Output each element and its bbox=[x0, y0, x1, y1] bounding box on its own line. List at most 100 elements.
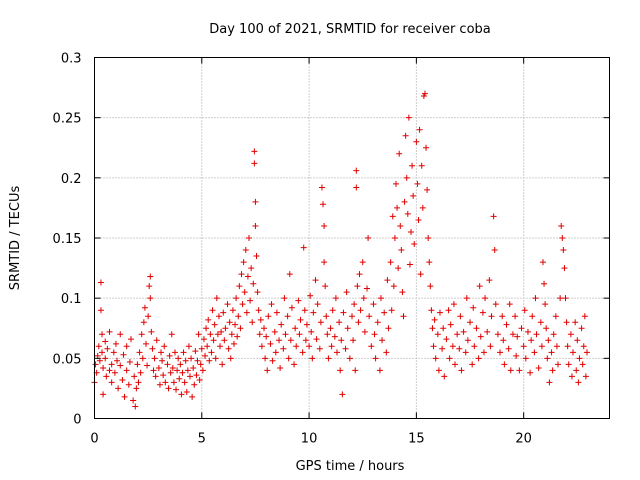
data-point bbox=[103, 373, 110, 380]
data-point bbox=[352, 367, 359, 374]
data-point bbox=[155, 364, 162, 371]
data-point bbox=[143, 340, 149, 347]
data-point bbox=[295, 297, 302, 304]
data-point bbox=[397, 222, 404, 229]
data-point bbox=[573, 367, 580, 374]
data-point bbox=[100, 391, 107, 398]
data-point bbox=[479, 309, 486, 316]
data-point bbox=[156, 381, 163, 388]
data-point bbox=[217, 343, 224, 350]
data-point bbox=[463, 295, 470, 302]
data-point bbox=[446, 355, 453, 362]
x-tick-label: 5 bbox=[198, 432, 206, 447]
data-point bbox=[123, 343, 130, 350]
data-point bbox=[529, 313, 536, 320]
data-point bbox=[197, 361, 204, 368]
data-point bbox=[168, 331, 175, 338]
data-point bbox=[144, 362, 151, 369]
data-point bbox=[244, 273, 251, 280]
data-point bbox=[379, 337, 386, 344]
data-point bbox=[226, 319, 233, 326]
data-point bbox=[570, 349, 577, 356]
data-point bbox=[234, 333, 241, 340]
data-point bbox=[383, 349, 390, 356]
data-point bbox=[333, 349, 340, 356]
data-point bbox=[183, 389, 190, 396]
data-point bbox=[539, 259, 546, 266]
data-point bbox=[458, 367, 465, 374]
data-point bbox=[237, 325, 244, 332]
data-point bbox=[392, 180, 399, 187]
data-point bbox=[507, 367, 514, 374]
data-point bbox=[558, 222, 565, 229]
data-point bbox=[499, 313, 506, 320]
data-point bbox=[265, 313, 272, 320]
data-point bbox=[533, 331, 540, 338]
data-point bbox=[222, 325, 229, 332]
data-point bbox=[106, 367, 113, 374]
data-point bbox=[110, 349, 117, 356]
data-point bbox=[198, 345, 205, 352]
data-point bbox=[503, 321, 510, 328]
data-point bbox=[204, 343, 211, 350]
data-point bbox=[241, 289, 248, 296]
data-point bbox=[211, 321, 218, 328]
data-point bbox=[440, 325, 447, 332]
data-point bbox=[284, 313, 291, 320]
data-point bbox=[95, 343, 102, 350]
data-point bbox=[417, 271, 424, 278]
data-point bbox=[415, 216, 422, 223]
data-point bbox=[257, 316, 264, 323]
data-point bbox=[273, 309, 280, 316]
data-point bbox=[428, 307, 435, 314]
data-point bbox=[180, 349, 187, 356]
data-point bbox=[409, 162, 416, 169]
data-point bbox=[141, 304, 148, 311]
data-point bbox=[160, 372, 167, 379]
data-point bbox=[505, 345, 512, 352]
data-point bbox=[108, 379, 115, 386]
data-point bbox=[267, 340, 274, 347]
data-point bbox=[344, 325, 351, 332]
data-point bbox=[399, 289, 406, 296]
data-point bbox=[494, 331, 501, 338]
data-point bbox=[293, 343, 300, 350]
data-point bbox=[111, 369, 118, 376]
data-point bbox=[492, 301, 499, 308]
data-point bbox=[300, 244, 307, 251]
data-point bbox=[207, 331, 214, 338]
data-point bbox=[134, 361, 141, 368]
data-point bbox=[357, 307, 364, 314]
data-point bbox=[398, 247, 405, 254]
data-point bbox=[97, 307, 104, 314]
data-point bbox=[513, 352, 520, 359]
data-point bbox=[121, 393, 128, 400]
data-point bbox=[169, 364, 176, 371]
data-point bbox=[423, 144, 430, 151]
data-point bbox=[318, 184, 325, 191]
data-point bbox=[100, 364, 107, 371]
data-point bbox=[531, 349, 538, 356]
data-point bbox=[97, 279, 104, 286]
data-point bbox=[92, 361, 99, 368]
data-point bbox=[130, 397, 137, 404]
data-point bbox=[146, 283, 153, 290]
data-point bbox=[175, 355, 182, 362]
data-point bbox=[563, 319, 570, 326]
data-point bbox=[328, 343, 335, 350]
data-point bbox=[350, 337, 357, 344]
data-point bbox=[139, 355, 146, 362]
data-point bbox=[381, 309, 388, 316]
y-tick-label: 0.25 bbox=[53, 112, 82, 127]
data-point bbox=[581, 313, 588, 320]
data-point bbox=[99, 331, 106, 338]
data-point bbox=[220, 309, 227, 316]
data-point bbox=[557, 295, 564, 302]
data-point bbox=[346, 355, 353, 362]
data-point bbox=[236, 283, 243, 290]
data-point bbox=[404, 210, 411, 217]
data-point bbox=[140, 319, 147, 326]
data-point bbox=[435, 367, 442, 374]
data-point bbox=[310, 309, 317, 316]
data-point bbox=[388, 307, 395, 314]
